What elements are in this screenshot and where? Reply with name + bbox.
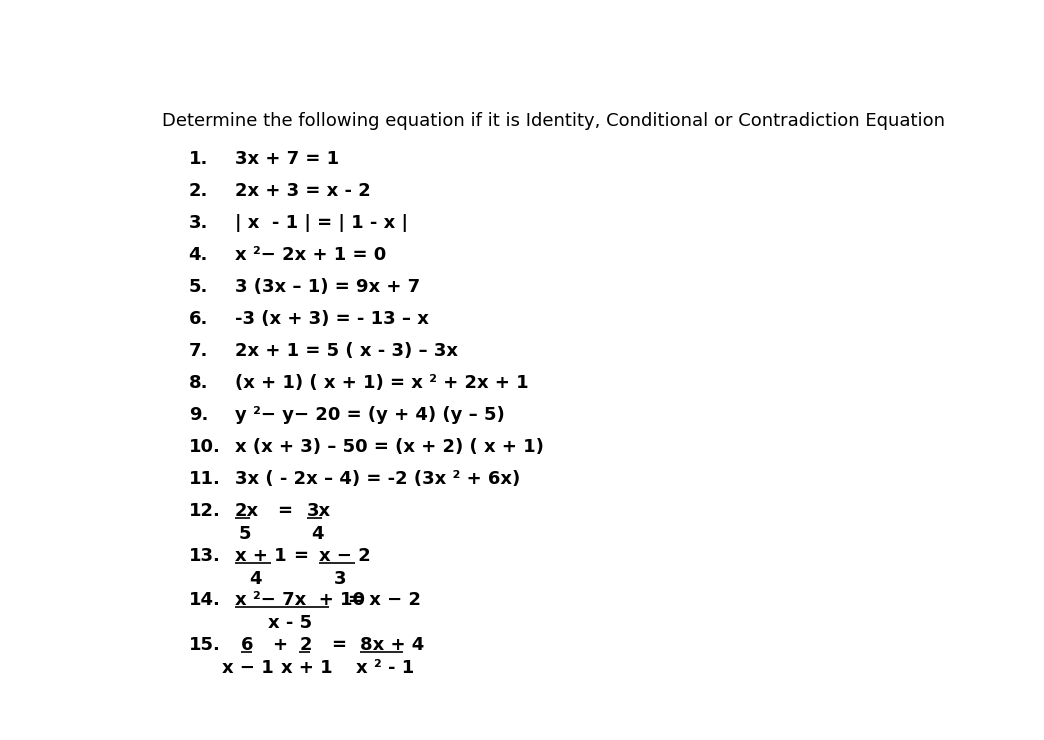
- Text: 3x ( - 2x – 4) = -2 (3x ² + 6x): 3x ( - 2x – 4) = -2 (3x ² + 6x): [235, 470, 520, 488]
- Text: (x + 1) ( x + 1) = x ² + 2x + 1: (x + 1) ( x + 1) = x ² + 2x + 1: [235, 374, 528, 392]
- Text: 1.: 1.: [189, 150, 208, 169]
- Text: 3x: 3x: [307, 502, 331, 520]
- Text: x ²− 2x + 1 = 0: x ²− 2x + 1 = 0: [235, 246, 386, 264]
- Text: | x  - 1 | = | 1 - x |: | x - 1 | = | 1 - x |: [235, 215, 408, 232]
- Text: =: =: [331, 636, 347, 654]
- Text: x − 2: x − 2: [319, 547, 372, 565]
- Text: 10.: 10.: [189, 438, 220, 456]
- Text: 4.: 4.: [189, 246, 208, 264]
- Text: -3 (x + 3) = - 13 – x: -3 (x + 3) = - 13 – x: [235, 310, 429, 328]
- Text: x (x + 3) – 50 = (x + 2) ( x + 1): x (x + 3) – 50 = (x + 2) ( x + 1): [235, 438, 544, 456]
- Text: x - 5: x - 5: [268, 614, 312, 632]
- Text: x + 1: x + 1: [281, 659, 332, 677]
- Text: 4: 4: [311, 525, 324, 543]
- Text: x − 1: x − 1: [222, 659, 274, 677]
- Text: y ²− y− 20 = (y + 4) (y – 5): y ²− y− 20 = (y + 4) (y – 5): [235, 406, 505, 424]
- Text: 15.: 15.: [189, 636, 220, 654]
- Text: 11.: 11.: [189, 470, 220, 488]
- Text: 5: 5: [239, 525, 252, 543]
- Text: 14.: 14.: [189, 591, 220, 609]
- Text: 7.: 7.: [189, 342, 208, 360]
- Text: 8.: 8.: [189, 374, 208, 392]
- Text: 3 (3x – 1) = 9x + 7: 3 (3x – 1) = 9x + 7: [235, 278, 421, 296]
- Text: x ²− 7x  + 10: x ²− 7x + 10: [235, 591, 365, 609]
- Text: 12.: 12.: [189, 502, 220, 520]
- Text: =: =: [293, 547, 308, 565]
- Text: 3x + 7 = 1: 3x + 7 = 1: [235, 150, 339, 169]
- Text: 3.: 3.: [189, 215, 208, 232]
- Text: x ² - 1: x ² - 1: [356, 659, 414, 677]
- Text: =: =: [277, 502, 291, 520]
- Text: 5.: 5.: [189, 278, 208, 296]
- Text: +: +: [272, 636, 287, 654]
- Text: 2x: 2x: [235, 502, 259, 520]
- Text: 6: 6: [240, 636, 253, 654]
- Text: 2.: 2.: [189, 182, 208, 201]
- Text: = x − 2: = x − 2: [349, 591, 421, 609]
- Text: 13.: 13.: [189, 547, 220, 565]
- Text: 2x + 1 = 5 ( x - 3) – 3x: 2x + 1 = 5 ( x - 3) – 3x: [235, 342, 458, 360]
- Text: 8x + 4: 8x + 4: [360, 636, 424, 654]
- Text: 2x + 3 = x - 2: 2x + 3 = x - 2: [235, 182, 371, 201]
- Text: 9.: 9.: [189, 406, 208, 424]
- Text: 4: 4: [250, 570, 262, 588]
- Text: x + 1: x + 1: [235, 547, 287, 565]
- Text: 3: 3: [334, 570, 347, 588]
- Text: Determine the following equation if it is Identity, Conditional or Contradiction: Determine the following equation if it i…: [162, 112, 945, 130]
- Text: 2: 2: [300, 636, 312, 654]
- Text: 6.: 6.: [189, 310, 208, 328]
